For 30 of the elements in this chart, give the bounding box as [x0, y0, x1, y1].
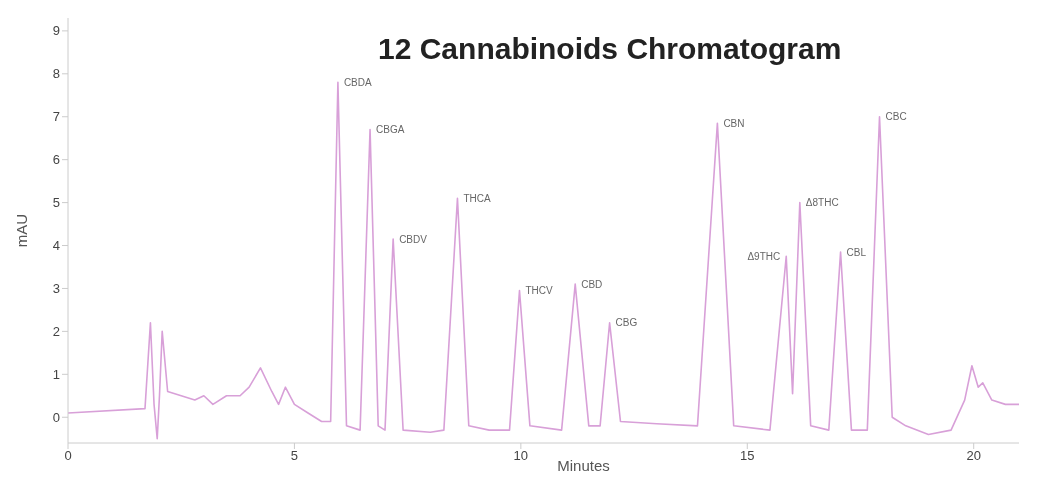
x-tick-label: 5 — [290, 448, 299, 464]
y-tick-label: 0 — [52, 409, 60, 425]
annotation: CBL — [846, 246, 867, 258]
annotation: CBDV — [399, 233, 428, 245]
x-tick-label: 15 — [740, 448, 755, 464]
annotation: CBC — [885, 111, 907, 123]
y-tick-label: 9 — [52, 23, 60, 39]
annotation: CBGA — [376, 124, 405, 136]
annotation: Δ9THC — [747, 250, 781, 262]
x-tick-label: 10 — [513, 448, 529, 464]
y-tick-label: 1 — [52, 366, 60, 382]
y-tick-label: 8 — [52, 66, 60, 82]
annotation: CBD — [581, 278, 603, 290]
annotation: THCV — [525, 285, 554, 297]
y-tick-label: 4 — [52, 238, 60, 254]
y-tick-label: 6 — [52, 152, 60, 168]
text: 12 Cannabinoids Chromatogram — [378, 32, 842, 66]
y-tick-label: 3 — [52, 281, 60, 297]
annotation: Δ8THC — [805, 197, 839, 209]
y-tick-label: 5 — [52, 195, 60, 211]
y-tick-label: 2 — [52, 324, 60, 339]
annotation: CBDA — [343, 76, 373, 88]
annotation: CBG — [615, 317, 638, 329]
annotation: THCA — [463, 192, 492, 204]
x-tick-label: 20 — [966, 448, 981, 464]
x-tick-label: 0 — [64, 448, 72, 464]
x-axis-title: Minutes — [557, 457, 610, 474]
y-axis-title: mAU — [13, 213, 31, 248]
y-tick-label: 7 — [52, 109, 60, 125]
annotation: CBN — [723, 117, 745, 129]
